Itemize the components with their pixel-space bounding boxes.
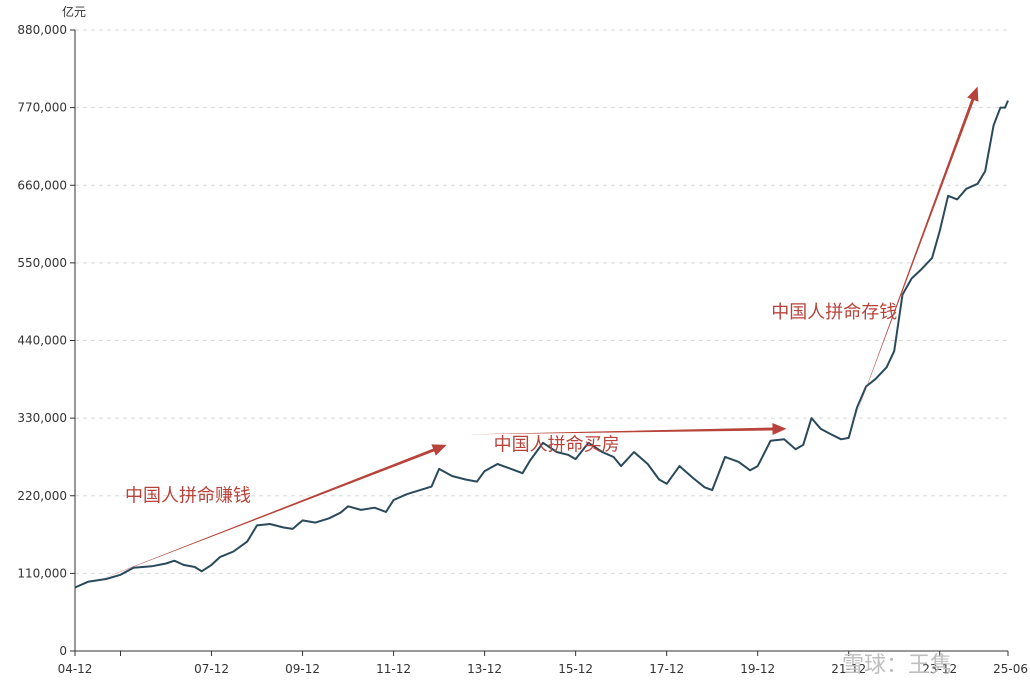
trend-arrow (467, 423, 787, 435)
trend-arrow (97, 444, 447, 581)
y-tick-label: 0 (59, 644, 67, 658)
x-tick-label: 09-12 (285, 662, 320, 676)
x-tick-label: 19-12 (740, 662, 775, 676)
x-tick-label: 15-12 (558, 662, 593, 676)
x-tick-layer: 04-12 07-12 09-12 11-12 13-12 15-12 17-12 19-12… (58, 651, 1028, 676)
y-tick-label: 330,000 (17, 411, 67, 425)
series-line (74, 100, 1009, 589)
y-tick-label: 110,000 (17, 566, 67, 580)
x-tick-label: 25-06 (993, 662, 1028, 676)
watermark: 雪球：王隽 (842, 653, 952, 678)
x-tick-label: 07-12 (194, 662, 229, 676)
x-tick-label: 21-12 (831, 662, 866, 676)
y-tick-layer: 0 110,000 220,000 330,000 440,000 550,000 660,… (17, 23, 75, 658)
arrow-layer (97, 86, 979, 581)
y-tick-label: 550,000 (17, 256, 67, 270)
annotation-label: 中国人拼命赚钱 (125, 485, 251, 506)
y-tick-label: 880,000 (17, 23, 67, 37)
axis-layer: 亿元 (62, 4, 1008, 652)
grid-layer (75, 29, 1008, 574)
y-tick-label: 440,000 (17, 334, 67, 348)
x-tick-label: 04-12 (58, 662, 93, 676)
y-tick-label: 770,000 (17, 101, 67, 115)
x-tick-label: 11-12 (376, 662, 411, 676)
annotation-label: 中国人拼命买房 (494, 435, 620, 456)
series-layer (74, 100, 1009, 589)
x-tick-label: 23-12 (922, 662, 957, 676)
y-tick-label: 220,000 (17, 489, 67, 503)
x-tick-label: 13-12 (467, 662, 502, 676)
trend-arrow (852, 86, 979, 426)
y-axis-unit-label: 亿元 (62, 4, 86, 19)
annotation-label: 中国人拼命存钱 (771, 302, 897, 323)
x-tick-label: 17-12 (649, 662, 684, 676)
watermark-text: 雪球：王隽 (842, 653, 952, 678)
y-tick-label: 660,000 (17, 178, 67, 192)
annotation-layer: 中国人拼命赚钱 中国人拼命买房 中国人拼命存钱 (125, 302, 897, 506)
